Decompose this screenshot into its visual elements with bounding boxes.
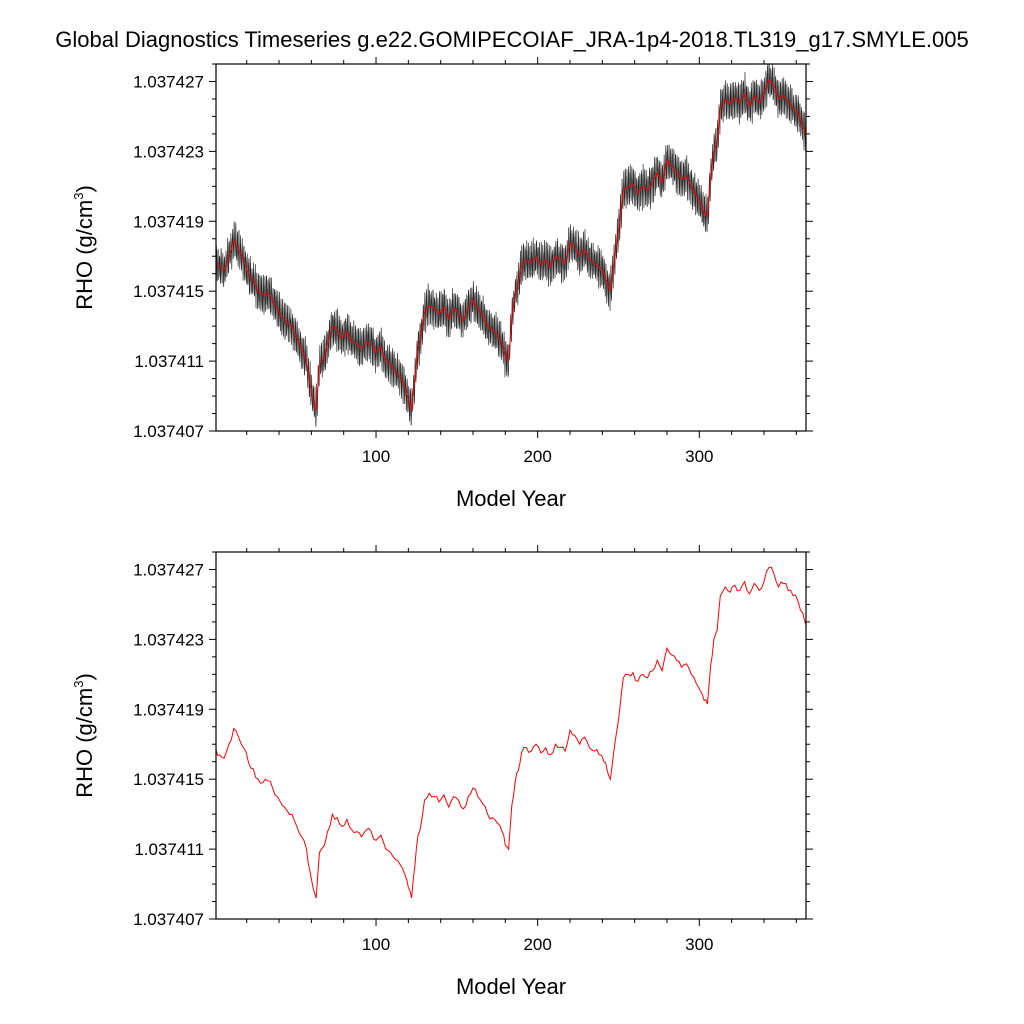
top-panel: 100 200 300 1.037407 1.037411 1.037415 1.03741… [71, 57, 813, 511]
top-axes-frame [215, 63, 807, 432]
bottom-x-tick-label: 300 [685, 935, 713, 954]
top-y-tick-label: 1.037411 [134, 352, 204, 371]
bottom-x-axis-label: Model Year [456, 974, 566, 999]
top-y-tick-label: 1.037407 [133, 422, 204, 441]
top-x-tick-label: 300 [685, 447, 713, 466]
bottom-panel: 100 200 300 1.037407 1.037411 1.037415 1.03741… [71, 545, 813, 999]
bottom-annual-mean-line [216, 566, 806, 899]
bottom-y-axis-label: RHO (g/cm3) [71, 673, 97, 798]
top-annual-mean-line [216, 78, 806, 411]
bottom-y-tick-label: 1.037423 [133, 630, 204, 649]
bottom-plot-area [216, 566, 806, 899]
bottom-x-tick-label: 100 [362, 935, 390, 954]
bottom-y-tick-label: 1.037419 [133, 700, 204, 719]
top-x-tick-label: 200 [523, 447, 551, 466]
bottom-axes-frame [215, 551, 807, 920]
bottom-y-tick-label: 1.037411 [134, 840, 204, 859]
bottom-y-tick-label: 1.037415 [133, 770, 204, 789]
top-y-tick-label: 1.037415 [133, 282, 204, 301]
figure-title: Global Diagnostics Timeseries g.e22.GOMI… [55, 27, 968, 52]
top-y-tick-label: 1.037427 [133, 72, 204, 91]
top-monthly-series-line [216, 64, 806, 427]
top-plot-area [216, 64, 806, 427]
top-y-tick-label: 1.037419 [133, 212, 204, 231]
bottom-x-tick-label: 200 [523, 935, 551, 954]
top-x-axis-label: Model Year [456, 486, 566, 511]
top-y-tick-label: 1.037423 [133, 142, 204, 161]
top-y-axis-label: RHO (g/cm3) [71, 185, 97, 310]
top-x-tick-label: 100 [362, 447, 390, 466]
bottom-y-tick-label: 1.037407 [133, 910, 204, 929]
bottom-y-tick-label: 1.037427 [133, 560, 204, 579]
